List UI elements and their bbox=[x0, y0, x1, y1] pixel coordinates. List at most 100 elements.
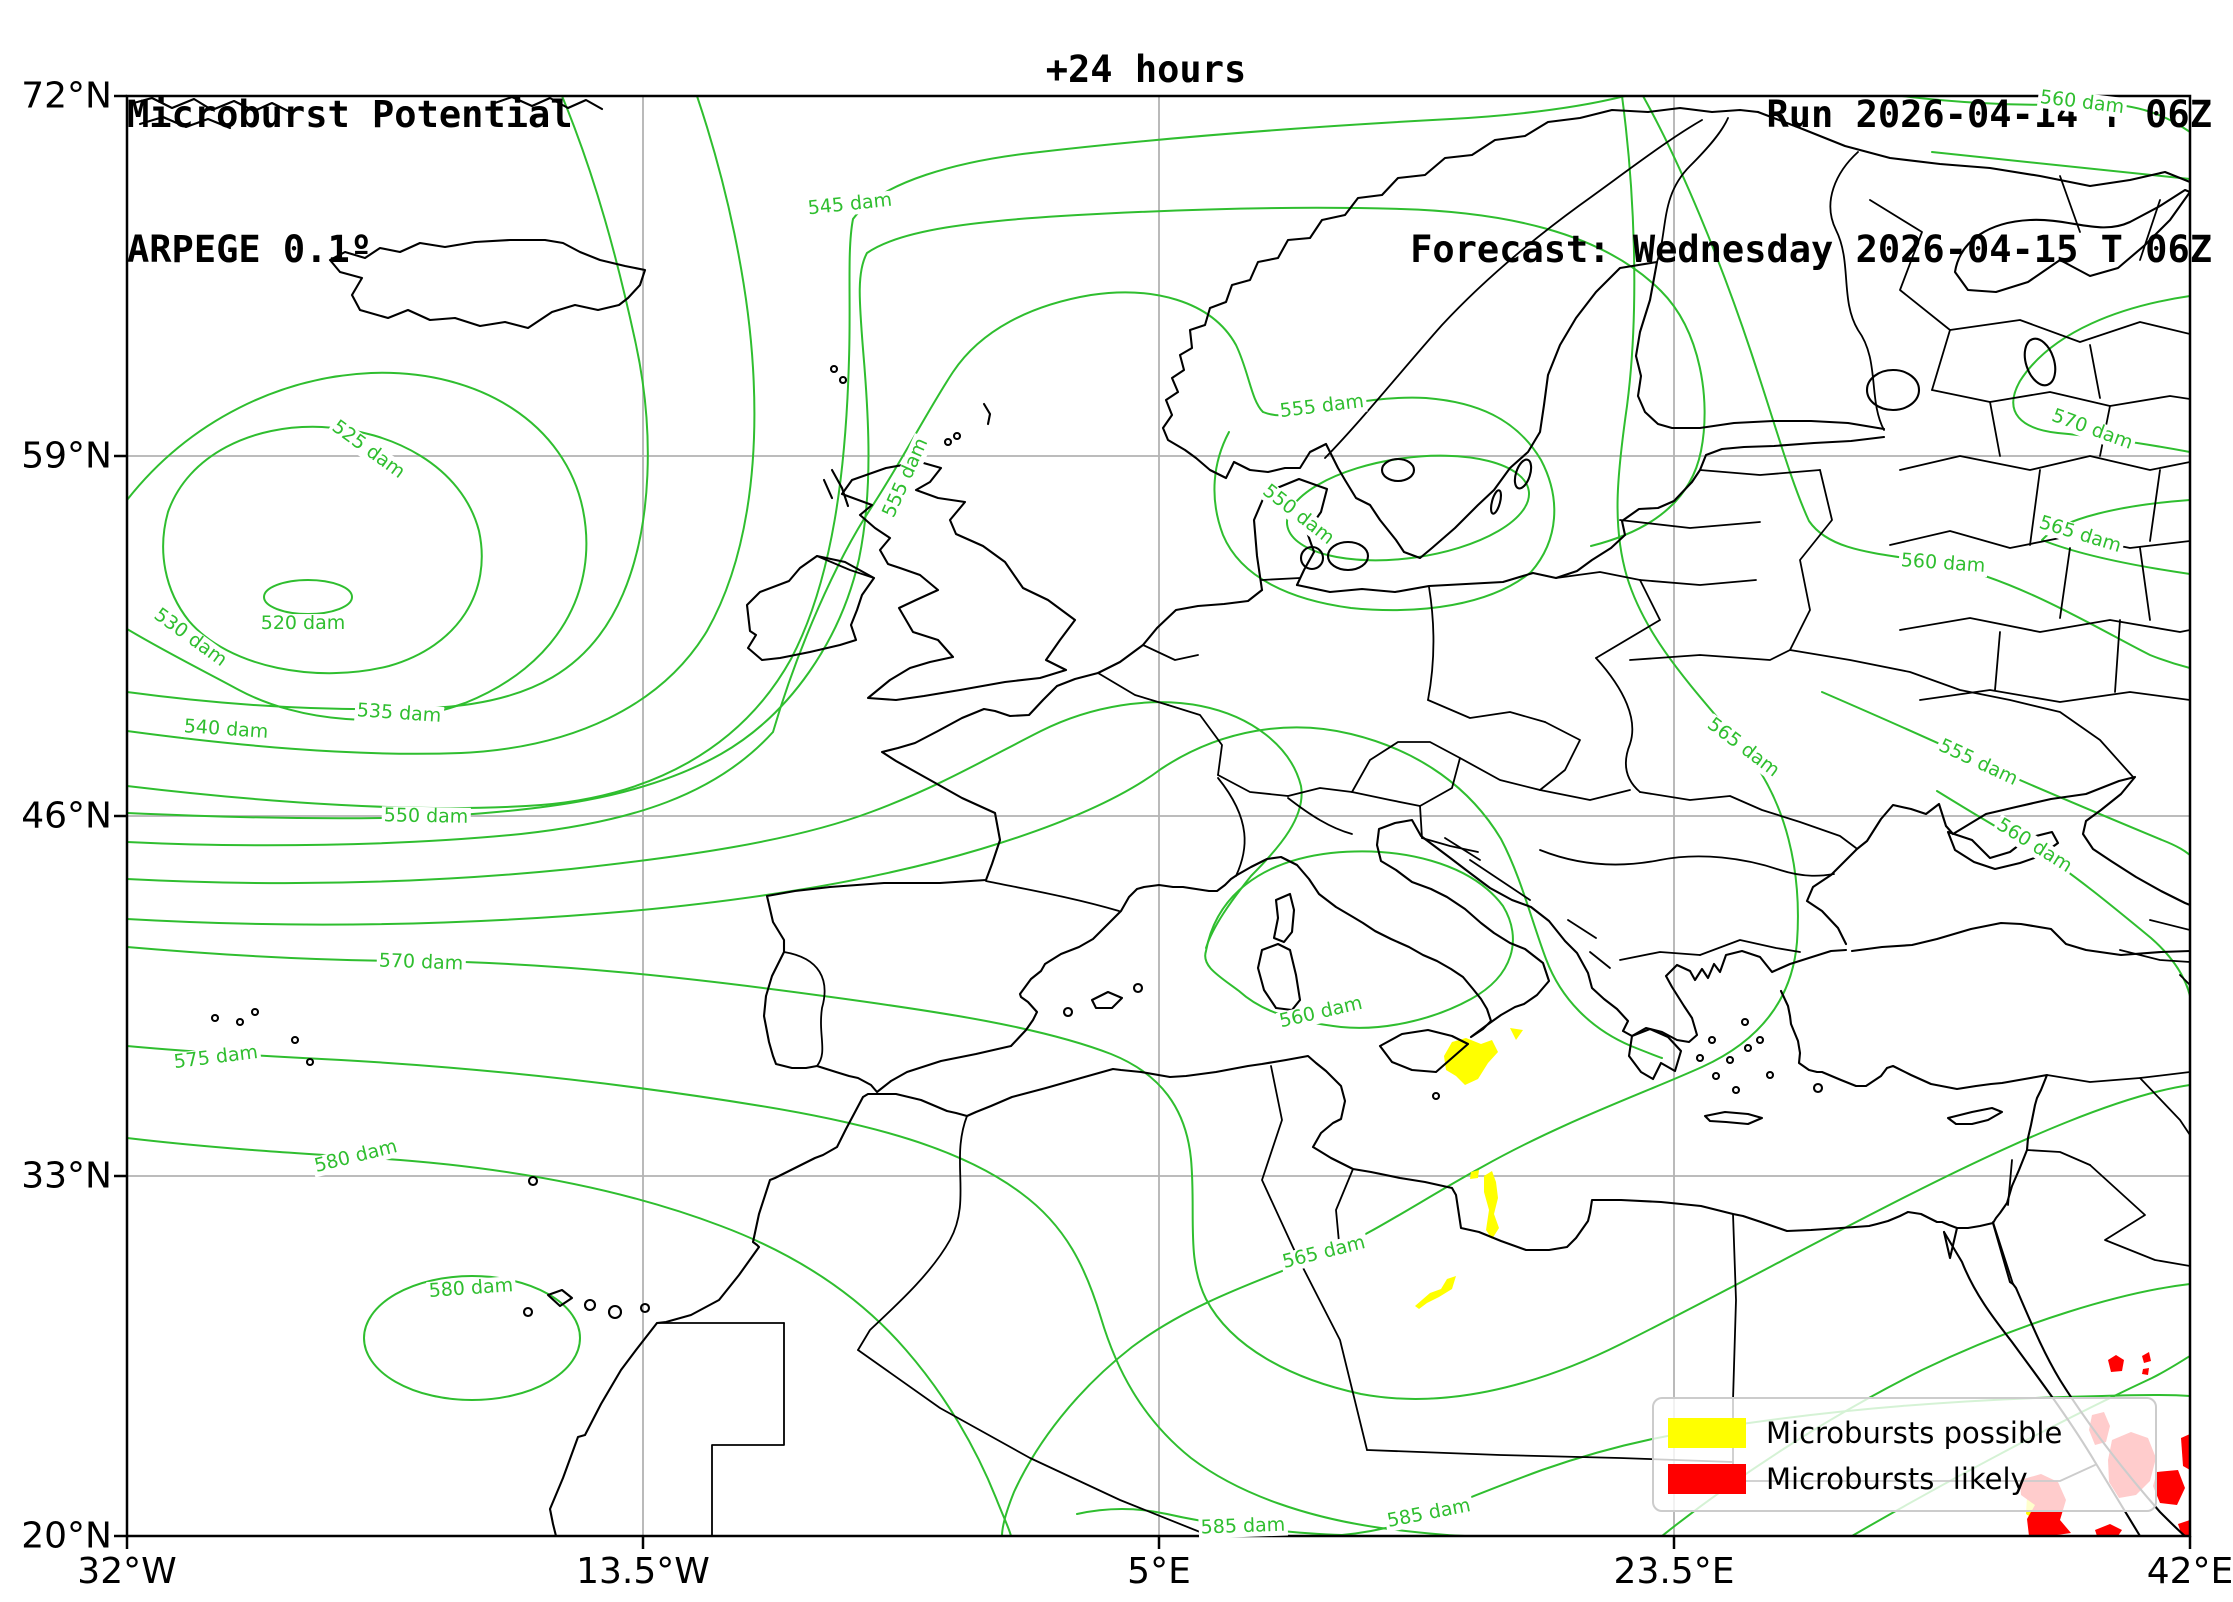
funen-island bbox=[1299, 545, 1325, 571]
contour-540 bbox=[127, 96, 756, 755]
map-title: Microburst Potential ARPEGE 0.1º bbox=[127, 2, 573, 362]
lake-ladoga bbox=[1865, 368, 1921, 412]
contour-label: 570 dam bbox=[376, 949, 466, 975]
hebrides bbox=[822, 478, 834, 500]
peloponnese-coast bbox=[1627, 1027, 1683, 1081]
contour-565-top bbox=[1931, 151, 2190, 180]
madeira-island bbox=[527, 1175, 539, 1187]
crimea-coast bbox=[1946, 830, 2060, 871]
greenland-coast bbox=[138, 115, 232, 130]
contour-575 bbox=[127, 1045, 1472, 1536]
white-sea-coast bbox=[1953, 188, 2190, 294]
azores-island bbox=[305, 1057, 315, 1067]
title-line-1: Microburst Potential bbox=[127, 93, 573, 136]
baltic-south-coast bbox=[1295, 435, 1886, 594]
axis-ticks bbox=[114, 94, 2192, 1549]
y-tick-label: 59°N bbox=[21, 435, 112, 477]
turkey-north-coast bbox=[1850, 921, 2190, 957]
country-borders bbox=[656, 117, 2190, 1536]
contour-label: 550 dam bbox=[381, 804, 471, 828]
y-tick-label: 33°N bbox=[21, 1155, 112, 1197]
legend-label: Microbursts possible bbox=[1766, 1416, 2063, 1450]
contour-565-long bbox=[1001, 96, 1799, 1536]
sardinia-coast bbox=[1256, 942, 1302, 1012]
kola-murmansk-coast bbox=[1756, 110, 2190, 188]
shetland-islands bbox=[982, 402, 992, 426]
forecast-line: Forecast: Wednesday 2026-04-15 T 06Z bbox=[1410, 228, 2212, 271]
contour-555 bbox=[127, 291, 1556, 847]
europe-africa-coast bbox=[762, 588, 1848, 1094]
ireland-coast bbox=[745, 554, 876, 662]
azores-island bbox=[290, 1035, 300, 1045]
black-sea-coast bbox=[1805, 775, 2190, 946]
ibiza-island bbox=[1062, 1006, 1074, 1018]
aegean-island bbox=[1740, 1017, 1750, 1027]
scandinavia-baltic-coast bbox=[1161, 106, 1886, 560]
mallorca-coast bbox=[1090, 990, 1124, 1010]
cyprus-coast bbox=[1946, 1106, 2004, 1126]
contour-550 bbox=[127, 206, 1706, 820]
contour-580 bbox=[127, 1137, 1012, 1536]
legend-item: Microbursts possible bbox=[1654, 1410, 2155, 1456]
y-tick-label: 72°N bbox=[21, 75, 112, 117]
aegean-island bbox=[1755, 1035, 1765, 1045]
contour-label: 585 dam bbox=[1198, 1513, 1288, 1539]
hebrides bbox=[830, 468, 850, 508]
oland-island bbox=[1489, 489, 1503, 515]
contour-530 bbox=[127, 371, 588, 721]
corsica-coast bbox=[1272, 892, 1296, 944]
contour-560-west bbox=[127, 701, 1303, 949]
y-tick-label: 46°N bbox=[21, 795, 112, 837]
greenland-coast bbox=[128, 96, 292, 114]
iceland-coast bbox=[328, 238, 647, 330]
x-tick-label: 42°E bbox=[2146, 1551, 2233, 1592]
contour-560-ne bbox=[1642, 96, 2190, 669]
faroe-islands bbox=[829, 364, 839, 374]
orkney-islands bbox=[943, 437, 953, 447]
aegean-island bbox=[1725, 1055, 1735, 1065]
canary-islands bbox=[522, 1306, 534, 1318]
canary-islands bbox=[607, 1304, 623, 1320]
canary-islands bbox=[639, 1302, 651, 1314]
contour-570-long bbox=[127, 946, 2190, 1400]
azores-island bbox=[250, 1007, 260, 1017]
zealand-island bbox=[1326, 540, 1370, 572]
x-tick-label: 23.5°E bbox=[1613, 1551, 1735, 1592]
contour-535 bbox=[127, 96, 649, 711]
sinai-coast bbox=[1942, 1226, 1959, 1260]
great-britain-coast bbox=[840, 460, 1077, 702]
x-tick-label: 13.5°W bbox=[576, 1551, 710, 1592]
legend-swatch bbox=[1668, 1464, 1746, 1494]
grid-lines bbox=[127, 96, 2190, 1536]
faroe-islands bbox=[838, 375, 848, 385]
contour-555-trough bbox=[1821, 691, 2190, 856]
contour-lines bbox=[127, 96, 2190, 1536]
lake-onega bbox=[2023, 337, 2057, 387]
aegean-island bbox=[1743, 1043, 1753, 1053]
malta-island bbox=[1431, 1091, 1441, 1101]
x-tick-label: 32°W bbox=[77, 1551, 177, 1592]
azores-island bbox=[210, 1013, 220, 1023]
legend-label: Microbursts likely bbox=[1766, 1462, 2028, 1496]
legend-item: Microbursts likely bbox=[1654, 1456, 2155, 1502]
contour-label: 520 dam bbox=[258, 612, 348, 635]
orkney-islands bbox=[952, 431, 962, 441]
aegean-island bbox=[1695, 1053, 1705, 1063]
contour-560-med bbox=[1204, 850, 1514, 1029]
legend-swatch bbox=[1668, 1418, 1746, 1448]
menorca-island bbox=[1132, 982, 1144, 994]
contour-565-west bbox=[127, 726, 1663, 1059]
aegean-island bbox=[1731, 1085, 1741, 1095]
title-line-2: ARPEGE 0.1º bbox=[127, 228, 373, 271]
x-tick-label: 5°E bbox=[1127, 1551, 1191, 1592]
coastlines-and-borders bbox=[128, 96, 2190, 1536]
canary-islands bbox=[583, 1298, 597, 1312]
lead-time: +24 hours bbox=[1045, 48, 1247, 91]
map-legend: Microbursts possible Microbursts likely bbox=[1652, 1397, 2157, 1512]
denmark-coast bbox=[1252, 477, 1329, 592]
azores-island bbox=[235, 1017, 245, 1027]
contour-560-south bbox=[1936, 790, 2190, 997]
gotland-island bbox=[1513, 458, 1533, 490]
